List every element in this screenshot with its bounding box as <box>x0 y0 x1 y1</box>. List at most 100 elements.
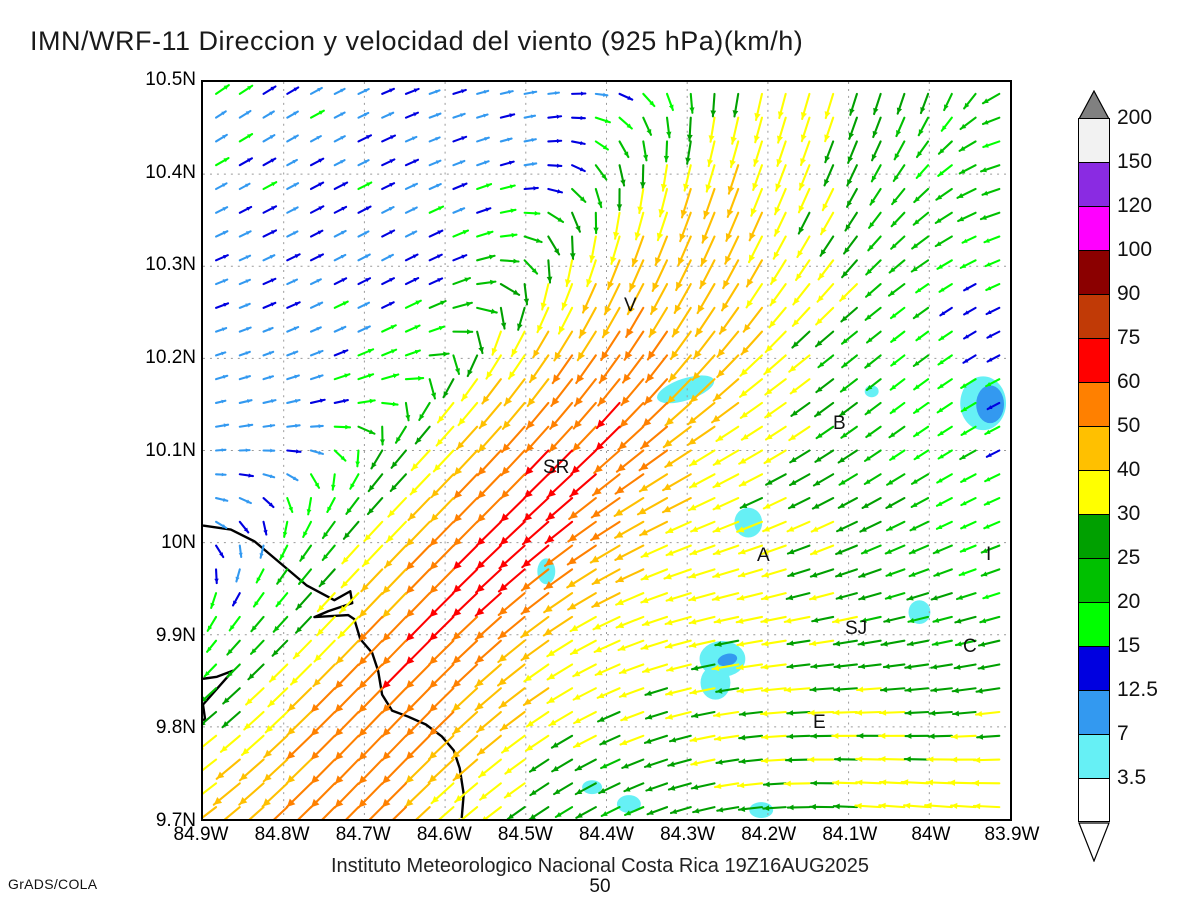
wind-arrow <box>925 779 953 786</box>
wind-arrow <box>590 497 621 519</box>
wind-arrow <box>498 687 526 709</box>
wind-arrow <box>910 497 930 508</box>
wind-arrow <box>817 354 835 369</box>
colorbar-tick-40: 40 <box>1117 457 1141 481</box>
wind-arrow <box>238 448 251 453</box>
wind-arrow <box>811 497 835 510</box>
wind-arrow <box>910 473 930 485</box>
wind-arrow <box>404 158 420 167</box>
wind-arrow <box>497 615 526 640</box>
wind-arrow <box>938 283 953 293</box>
wind-arrow <box>452 329 474 335</box>
wind-arrow <box>452 473 479 500</box>
wind-arrow <box>428 544 455 571</box>
wind-arrow <box>264 710 289 734</box>
wind-arrow <box>703 187 716 220</box>
wind-arrow <box>760 734 787 740</box>
wind-arrow <box>501 425 526 454</box>
shaded-region-8 <box>717 653 738 667</box>
wind-arrow <box>889 306 906 320</box>
wind-arrow <box>231 592 241 607</box>
wind-arrow <box>769 259 787 286</box>
x-tick-6: 84.3W <box>660 824 716 845</box>
wind-arrow <box>474 615 502 641</box>
wind-arrow <box>730 116 740 145</box>
colorbar-band-40: 40 <box>1078 458 1140 514</box>
wind-arrow <box>309 782 336 809</box>
wind-arrow <box>913 425 930 438</box>
wind-arrow <box>543 592 574 614</box>
wind-arrow <box>806 756 835 763</box>
wind-arrow <box>286 374 300 381</box>
wind-arrow <box>476 254 496 262</box>
x-tick-0: 84.9W <box>173 824 229 845</box>
wind-arrow <box>863 449 882 462</box>
wind-arrow <box>262 497 275 509</box>
wind-arrow <box>864 354 882 369</box>
wind-arrow <box>947 779 977 786</box>
wind-arrow <box>203 663 218 678</box>
wind-arrow <box>976 734 1001 740</box>
wind-arrow <box>452 497 479 524</box>
wind-arrow <box>915 283 930 294</box>
wind-arrow <box>497 568 526 593</box>
wind-arrow <box>381 158 396 167</box>
wind-arrow <box>849 92 858 116</box>
wind-arrow <box>958 164 977 175</box>
wind-arrow <box>309 157 325 167</box>
wind-arrow <box>865 259 882 276</box>
wind-arrow <box>591 592 621 608</box>
wind-arrow <box>381 111 395 119</box>
wind-arrow <box>357 301 371 309</box>
wind-arrow <box>784 757 811 763</box>
wind-arrow <box>299 544 313 562</box>
wind-arrow <box>452 182 468 191</box>
wind-arrow <box>762 497 787 510</box>
wind-arrow <box>206 639 218 653</box>
wind-arrow <box>712 378 740 402</box>
wind-arrow <box>928 710 953 717</box>
wind-arrow <box>824 116 835 143</box>
wind-arrow <box>546 663 574 681</box>
wind-arrow <box>981 92 1001 105</box>
wind-arrow <box>644 710 669 720</box>
wind-arrow <box>740 330 764 356</box>
wind-arrow <box>710 92 717 118</box>
wind-arrow <box>642 140 649 162</box>
colorbar-tick-75: 75 <box>1117 325 1141 349</box>
colorbar-tick-3-5: 3.5 <box>1117 765 1147 789</box>
wind-arrow <box>215 758 241 780</box>
wind-arrow <box>357 734 384 762</box>
colorbar-tick-25: 25 <box>1117 545 1141 569</box>
wind-arrow <box>499 137 513 143</box>
wind-arrow <box>455 425 479 451</box>
wind-arrow <box>663 568 692 580</box>
wind-arrow <box>748 211 764 242</box>
wind-arrow <box>309 758 336 785</box>
wind-arrow <box>816 283 835 303</box>
wind-arrow <box>760 663 787 670</box>
wind-arrow <box>474 687 502 712</box>
wind-arrow <box>809 544 835 556</box>
wind-arrow <box>618 140 630 159</box>
wind-arrow <box>589 544 621 564</box>
wind-arrow <box>333 325 347 333</box>
wind-arrow <box>610 235 621 265</box>
wind-arrow <box>915 164 930 179</box>
wind-arrow <box>712 710 740 718</box>
colorbar-tick-120: 120 <box>1117 193 1153 217</box>
wind-arrow <box>335 639 360 665</box>
wind-arrow <box>261 782 289 808</box>
wind-arrow <box>554 806 574 819</box>
wind-arrow <box>753 116 764 144</box>
wind-arrow <box>428 378 437 400</box>
wind-arrow <box>639 520 669 537</box>
wind-arrow <box>549 401 574 430</box>
wind-arrow <box>410 449 431 472</box>
wind-arrow <box>745 283 764 309</box>
wind-arrow <box>381 592 407 619</box>
wind-arrow <box>736 592 764 601</box>
wind-arrow <box>203 806 218 819</box>
wind-arrow <box>286 473 299 482</box>
wind-arrow <box>238 84 254 95</box>
